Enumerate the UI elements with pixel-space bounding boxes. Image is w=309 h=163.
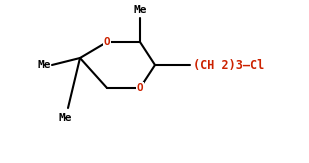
Text: O: O [104, 37, 110, 47]
Text: Me: Me [58, 113, 72, 123]
Text: (CH 2)3—Cl: (CH 2)3—Cl [193, 59, 264, 72]
Text: Me: Me [133, 5, 147, 15]
Text: Me: Me [37, 60, 51, 70]
Text: O: O [137, 83, 143, 93]
